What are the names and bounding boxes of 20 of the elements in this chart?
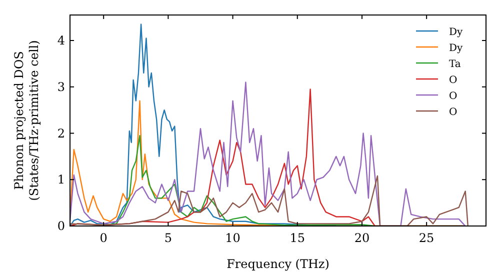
legend-label: O (449, 91, 458, 102)
y-tick-label: 4 (57, 34, 66, 48)
y-axis-title: Phonon projected DOS (States/THz·primitive cell) (12, 40, 41, 201)
x-tick-label: 5 (164, 231, 172, 245)
x-axis-title: Frequency (THz) (226, 257, 330, 271)
y-tick-label: 0 (57, 219, 65, 233)
legend-label: Dy (449, 27, 464, 38)
x-tick-label: 10 (225, 231, 240, 245)
y-tick-label: 2 (57, 126, 65, 140)
legend-label: Dy (449, 43, 464, 54)
x-tick-label: 0 (100, 231, 108, 245)
legend-label: O (449, 107, 458, 118)
y-tick-label: 1 (57, 172, 65, 187)
y-tick-label: 3 (57, 80, 65, 94)
line-series (70, 175, 469, 226)
x-tick-label: 20 (354, 231, 370, 245)
x-tick-label: 15 (290, 231, 306, 245)
legend-label: O (449, 75, 458, 86)
x-tick-label: 25 (418, 231, 434, 245)
legend-label: Ta (449, 59, 461, 70)
